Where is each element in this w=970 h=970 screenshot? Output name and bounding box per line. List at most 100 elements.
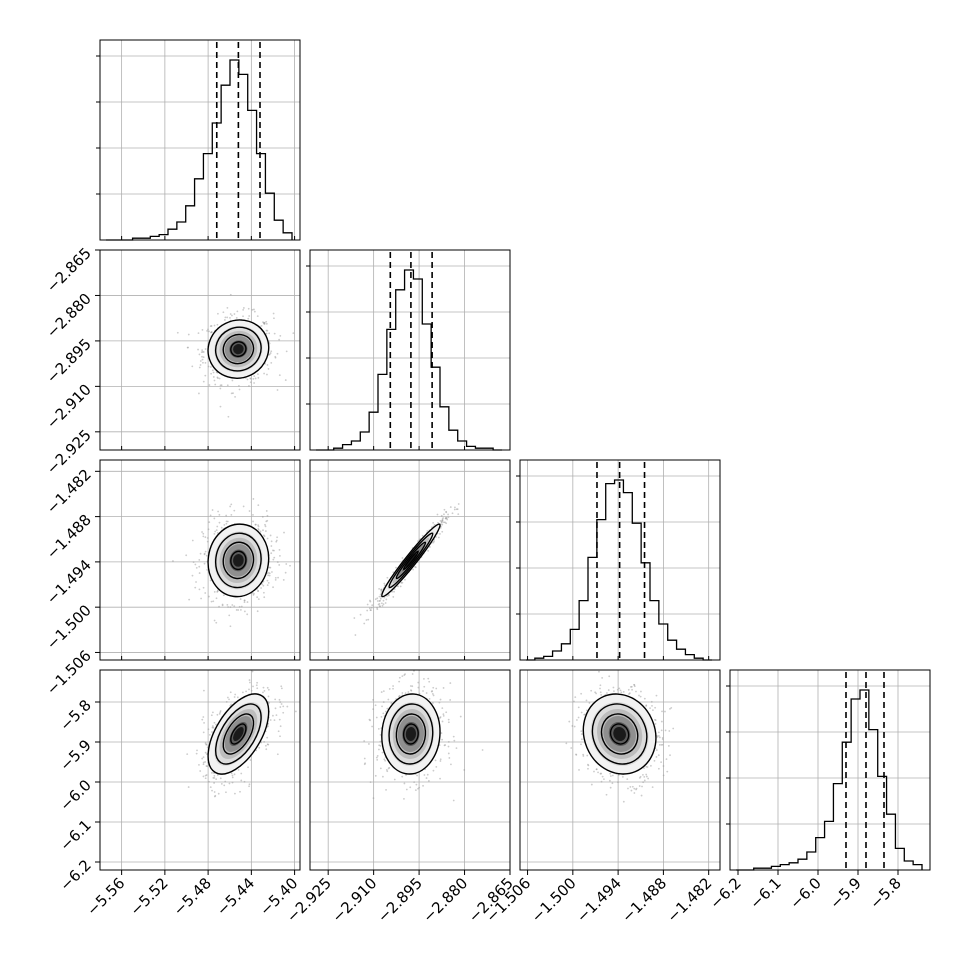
sample-point	[248, 688, 250, 691]
sample-point	[622, 800, 625, 803]
sample-point	[197, 348, 199, 351]
sample-point	[262, 534, 265, 537]
sample-point	[441, 738, 444, 741]
sample-point	[277, 730, 280, 733]
sample-point	[228, 614, 231, 617]
contour-line	[402, 723, 419, 745]
sample-point	[226, 520, 229, 523]
sample-point	[370, 606, 373, 609]
y-tick-label: −5.8	[56, 696, 94, 734]
sample-point	[452, 799, 455, 802]
sample-point	[263, 372, 265, 375]
sample-point	[580, 711, 583, 714]
y-tick-label: −1.494	[43, 556, 95, 608]
sample-point	[274, 698, 277, 701]
sample-point	[230, 503, 233, 506]
sample-point	[282, 579, 285, 581]
contours-1-0	[207, 319, 270, 379]
sample-point	[666, 770, 669, 773]
sample-point	[242, 315, 244, 318]
x-tick-label: −5.9	[826, 874, 864, 912]
contour-line	[395, 541, 427, 580]
sample-point	[235, 609, 238, 611]
sample-point	[259, 530, 262, 533]
contour-line	[402, 550, 419, 571]
sample-point	[268, 572, 271, 575]
sample-point	[423, 685, 426, 688]
x-tick-label: −2.895	[374, 874, 426, 926]
sample-point	[645, 765, 648, 768]
sample-point	[208, 521, 211, 524]
y-tick-label: −2.895	[43, 335, 95, 387]
sample-point	[219, 405, 222, 408]
sample-point	[578, 769, 580, 771]
sample-point	[239, 790, 241, 793]
sample-point	[393, 590, 395, 593]
sample-point	[655, 756, 658, 758]
sample-point	[427, 677, 430, 680]
sample-point	[392, 596, 395, 598]
sample-point	[237, 768, 240, 771]
sample-point	[226, 384, 229, 387]
sample-point	[289, 564, 291, 567]
sample-point	[212, 600, 215, 603]
sample-point	[201, 358, 204, 361]
sample-point	[593, 661, 595, 663]
sample-point	[216, 713, 219, 716]
sample-point	[235, 316, 238, 319]
sample-point	[421, 534, 424, 537]
sample-point	[213, 324, 216, 327]
sample-point	[218, 605, 220, 608]
sample-point	[280, 685, 283, 688]
sample-point	[354, 634, 357, 636]
sample-point	[643, 767, 645, 770]
contour-line	[582, 693, 657, 775]
sample-point	[390, 702, 393, 704]
sample-point	[440, 514, 443, 517]
sample-point	[266, 686, 269, 689]
sample-point	[439, 527, 442, 529]
sample-point	[627, 787, 629, 790]
sample-point	[195, 566, 198, 569]
sample-point	[639, 695, 642, 698]
sample-point	[426, 530, 429, 532]
sample-point	[583, 713, 586, 716]
contour-line	[230, 341, 247, 358]
sample-point	[202, 763, 205, 766]
sample-point	[410, 689, 413, 692]
sample-point	[577, 706, 580, 709]
sample-point	[380, 602, 383, 605]
sample-point	[401, 675, 404, 677]
sample-point	[665, 758, 668, 761]
sample-point	[404, 692, 407, 694]
sample-point	[241, 691, 244, 694]
contour-layer	[207, 319, 657, 775]
sample-point	[608, 675, 611, 678]
sample-point	[611, 774, 614, 777]
y-tick-label: −6.2	[56, 856, 94, 894]
sample-point	[601, 775, 604, 778]
sample-point	[405, 788, 408, 791]
sample-point	[199, 364, 202, 366]
sample-point	[253, 308, 255, 311]
sample-point	[439, 777, 441, 780]
sample-point	[481, 749, 484, 751]
sample-point	[211, 509, 214, 511]
density-level	[233, 344, 244, 355]
sample-point	[640, 794, 643, 797]
sample-point	[645, 773, 648, 776]
sample-point	[191, 574, 194, 577]
sample-point	[573, 725, 576, 728]
sample-point	[209, 786, 212, 789]
sample-point	[423, 774, 426, 776]
sample-point	[267, 574, 270, 577]
sample-point	[427, 549, 430, 552]
sample-point	[432, 694, 435, 697]
sample-point	[613, 690, 615, 693]
sample-point	[587, 763, 589, 766]
sample-point	[286, 705, 289, 708]
sample-point	[256, 681, 259, 684]
sample-point	[437, 536, 440, 539]
panel-frame-1-1	[309, 249, 511, 451]
sample-point	[379, 740, 382, 743]
